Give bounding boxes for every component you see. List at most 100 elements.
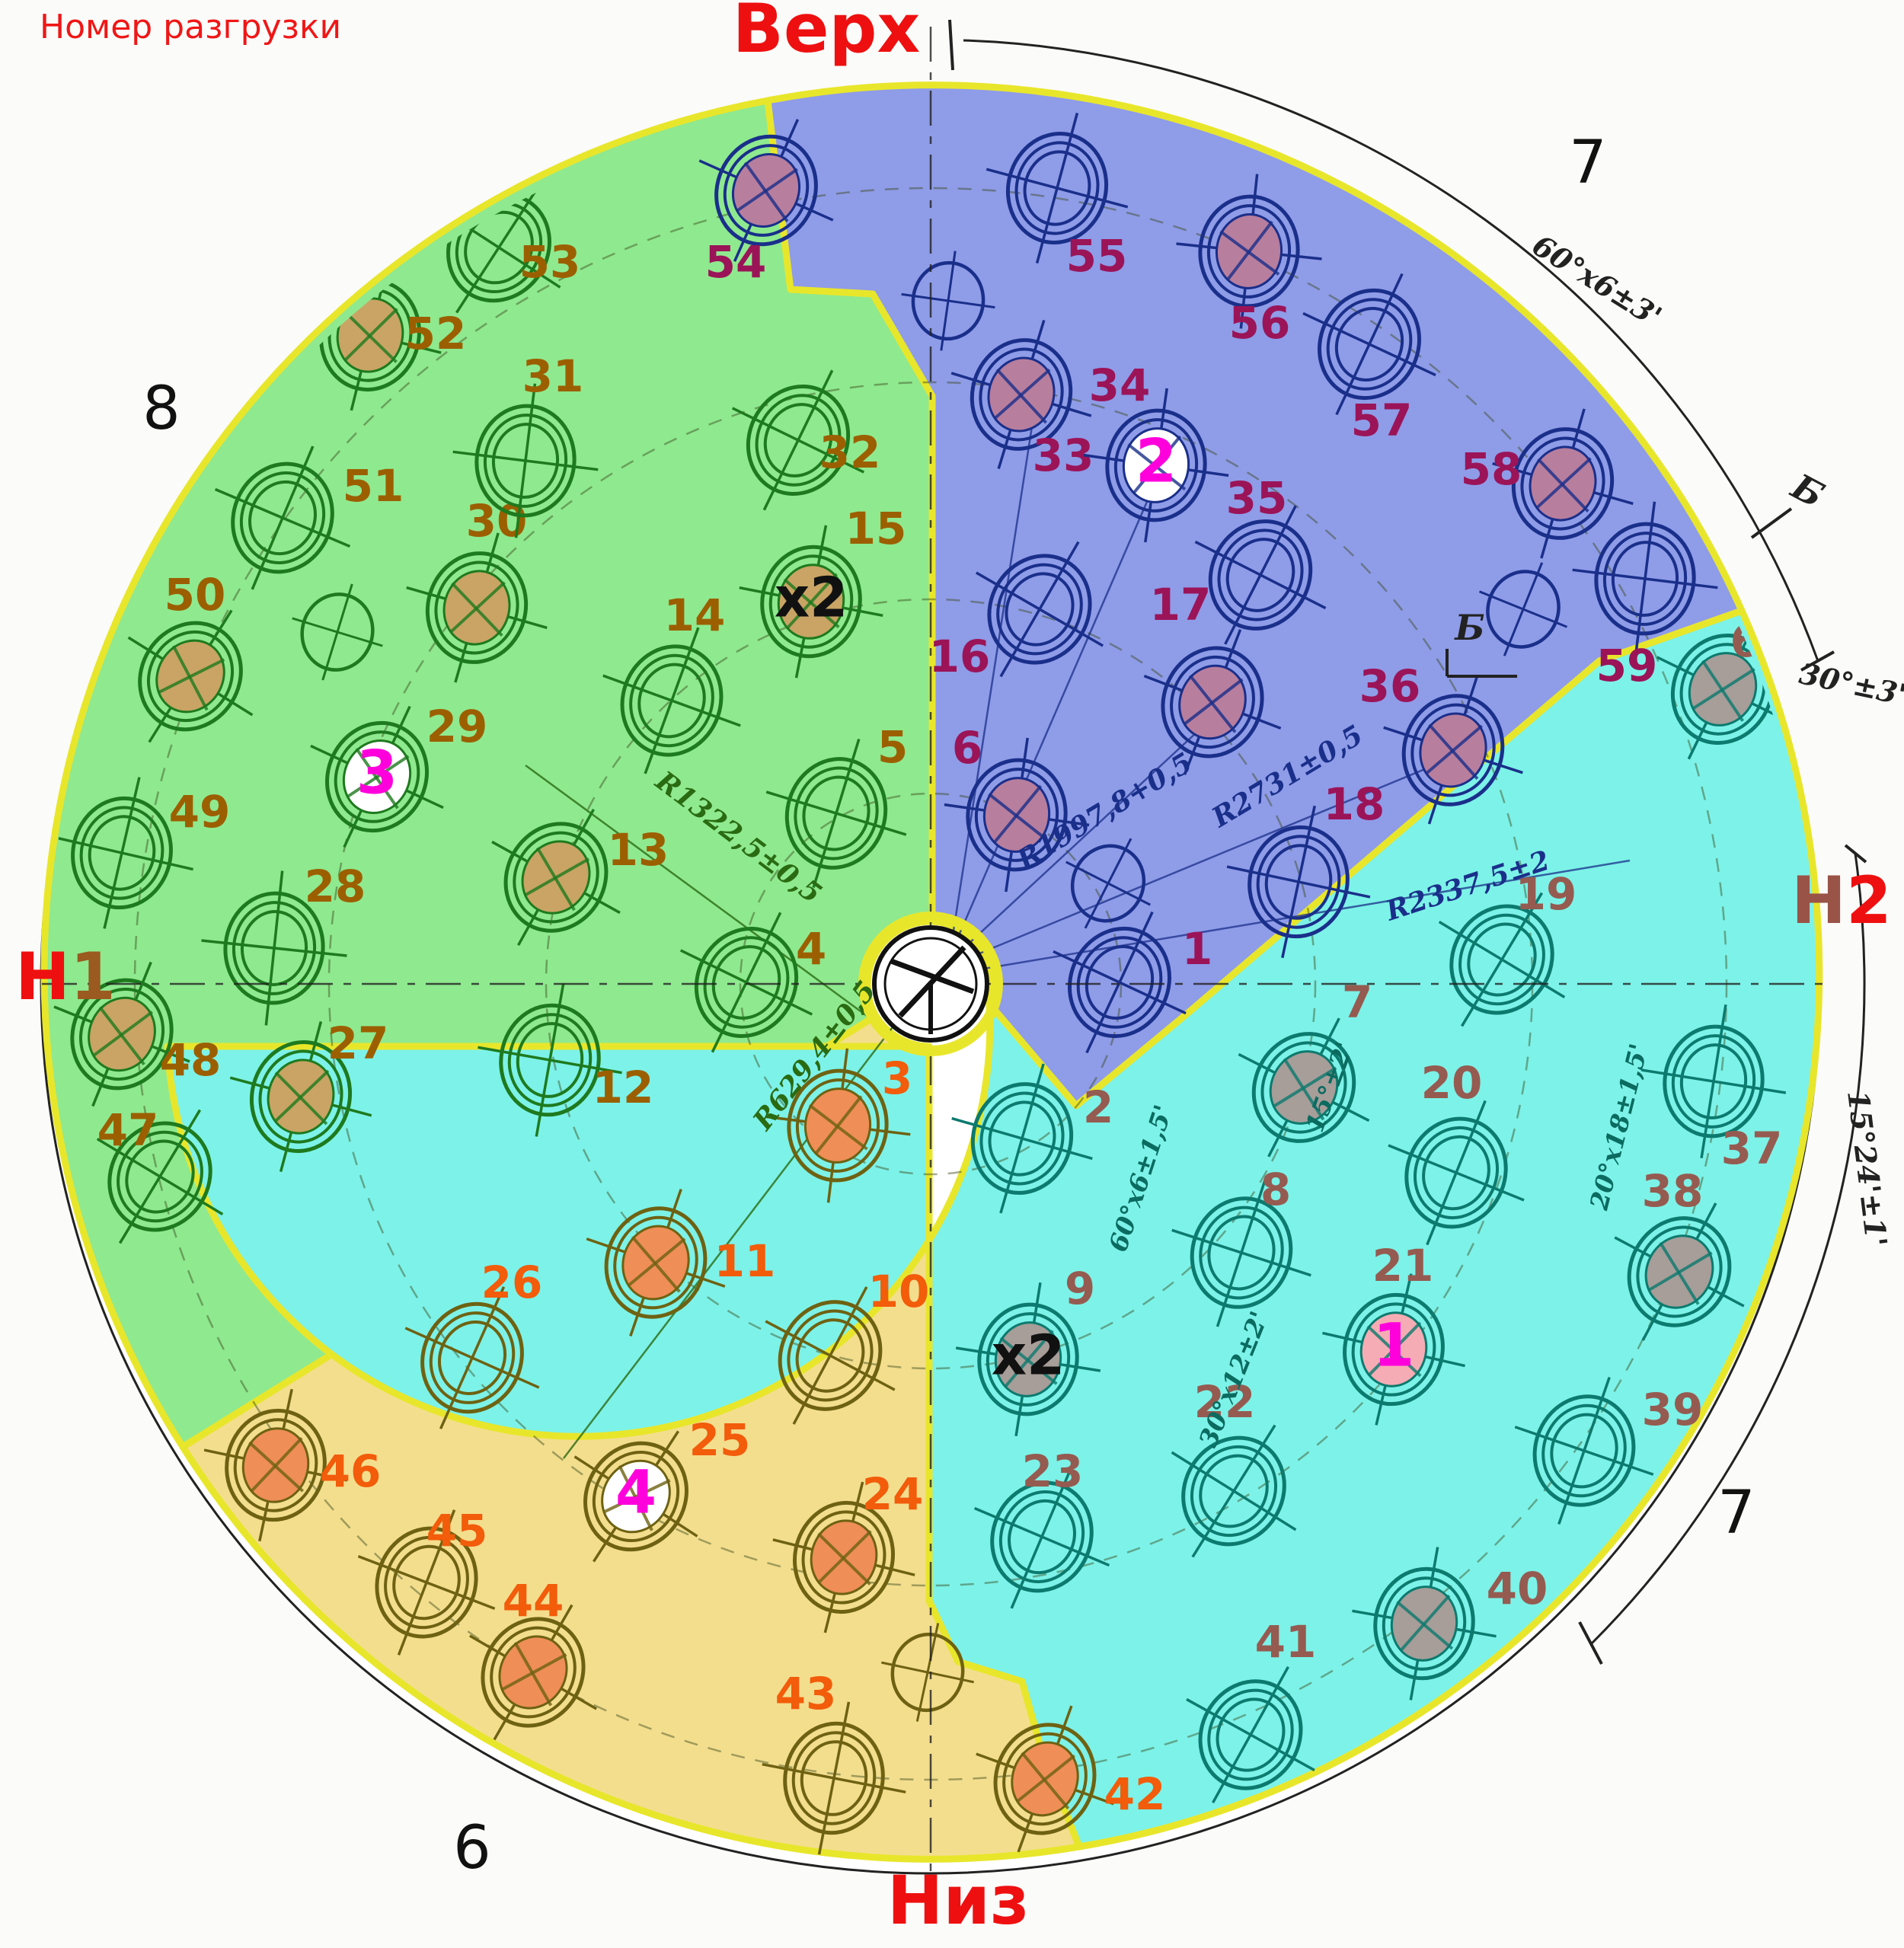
hole-35-ring-3 [1225, 538, 1295, 612]
hole-12-crosshair-b [535, 983, 565, 1137]
hole-5-label: 5 [877, 721, 908, 773]
hole-2-ring-1 [970, 1082, 1074, 1195]
hole-18 [1226, 805, 1371, 959]
hole-26-label: 26 [481, 1257, 543, 1308]
hole-58 [1492, 408, 1634, 559]
hole-34-inner-text: 2 [1136, 427, 1177, 496]
hole-58-label: 58 [1461, 443, 1522, 495]
hole-25-inner-text: 4 [615, 1458, 656, 1527]
extra-hole-4 [292, 583, 383, 681]
hole-55 [986, 113, 1129, 263]
hole-1-crosshair-b [1085, 911, 1154, 1054]
hole-14-ring-3 [637, 663, 706, 739]
hole-46 [203, 1388, 348, 1542]
hole-15-ring-1 [760, 544, 862, 659]
hole-59-label: 59 [1596, 640, 1658, 691]
hole-9-inner-text: x2 [992, 1324, 1065, 1388]
hole-3-fill-cross-b [814, 1095, 863, 1155]
hole-47 [96, 1109, 224, 1244]
hole-24-ring-1 [793, 1500, 895, 1614]
hole-27-label: 27 [327, 1017, 389, 1069]
hole-14-crosshair-b [644, 627, 700, 774]
hole-58-ring-1 [1511, 427, 1615, 540]
hole-49-crosshair-b [103, 777, 141, 929]
hole-14-ring-1 [620, 644, 724, 757]
hole-32-ring-1 [746, 384, 851, 497]
hole-50-ring-1 [138, 621, 243, 732]
hole-29-fill-cross-b [347, 755, 410, 798]
hole-29-ring-2 [334, 730, 420, 823]
extra-hole-5-crosshair-b [915, 1623, 940, 1722]
hole-37-ring-2 [1671, 1034, 1756, 1129]
hole-23-ring-3 [1008, 1499, 1076, 1575]
hole-5-ring-3 [802, 775, 871, 851]
hole-49-ring-1 [71, 796, 173, 910]
hole-27-ring-1 [249, 1040, 353, 1153]
hole-43-label: 43 [775, 1668, 837, 1720]
hole-14 [602, 627, 741, 774]
extra-hole-3 [1478, 562, 1568, 656]
hole-3 [765, 1048, 911, 1203]
hole-1-ring-3 [1085, 945, 1155, 1020]
hole-58-ring-2 [1520, 436, 1605, 531]
hole-2-label: 2 [1083, 1081, 1113, 1133]
view-mark-b-2: Б [1453, 607, 1484, 648]
hole-55-label: 55 [1066, 230, 1128, 282]
hole-20 [1388, 1100, 1525, 1246]
hole-23-crosshair-b [1010, 1464, 1074, 1609]
hole-47-ring-2 [117, 1130, 203, 1223]
hole-55-ring-1 [1005, 132, 1109, 244]
hole-32-ring-2 [755, 394, 842, 487]
hole-51-ring-3 [248, 480, 317, 556]
hole-10 [765, 1286, 896, 1425]
radius-leader-blue-4 [950, 426, 1033, 941]
hole-39-crosshair-b [1557, 1376, 1611, 1525]
hole-34-label: 34 [1089, 359, 1151, 411]
hole-33 [950, 319, 1092, 470]
hole-15-label: 15 [845, 503, 907, 554]
hole-35-ring-1 [1208, 519, 1313, 631]
hole-50-fill-cross-b [158, 658, 225, 694]
hole-7-ring-1 [1251, 1032, 1356, 1143]
outer-dimension-arc-1 [963, 39, 1819, 662]
hole-13-label: 13 [608, 824, 669, 876]
hole-13-fill-cross-b [524, 857, 590, 897]
extra-hole-1-ring [911, 260, 986, 341]
hole-40-label: 40 [1487, 1563, 1548, 1614]
hole-57-crosshair-b [1335, 273, 1404, 416]
hole-15 [739, 525, 883, 679]
h1-letter: Н [15, 939, 70, 1015]
hole-46-ring-1 [225, 1408, 327, 1522]
hole-34-fill-cross-b [1132, 435, 1182, 494]
hole-31-crosshair-b [514, 383, 537, 538]
hole-6-ring-1 [966, 758, 1068, 872]
hole-44 [468, 1604, 598, 1741]
hole-44-label: 44 [503, 1575, 564, 1627]
hole-49-ring-3 [88, 815, 156, 891]
dimension-tick-5 [1750, 507, 1793, 539]
hole-12-ring-1 [499, 1003, 601, 1117]
extra-hole-3-crosshair-b [1503, 562, 1544, 656]
hole-36 [1383, 675, 1523, 825]
hole-57-label: 57 [1351, 394, 1413, 446]
hole-44-fill-cross-b [501, 1653, 567, 1691]
hole-31-label: 31 [522, 350, 584, 402]
hole-24-ring-2 [801, 1510, 887, 1605]
extra-hole-3-ring [1486, 570, 1561, 649]
hub-yellow-ring [858, 912, 1003, 1056]
hole-37-ring-3 [1679, 1043, 1748, 1119]
zone-count-top-left: 8 [142, 375, 180, 443]
hole-19-ring-2 [1458, 913, 1545, 1006]
hole-10-ring-2 [787, 1309, 874, 1402]
hole-16-ring-3 [1005, 572, 1075, 647]
hole-51-crosshair-b [251, 445, 315, 590]
hole-16-ring-2 [996, 563, 1083, 656]
hole-21 [1322, 1273, 1465, 1426]
extra-hole-5-ring [890, 1632, 965, 1713]
hole-20-ring-2 [1413, 1126, 1500, 1220]
hole-22-crosshair-b [1191, 1424, 1276, 1558]
hole-8-label: 8 [1260, 1164, 1291, 1215]
extra-hole-1-crosshair-b [940, 251, 957, 351]
hole-35-crosshair-b [1224, 505, 1297, 645]
